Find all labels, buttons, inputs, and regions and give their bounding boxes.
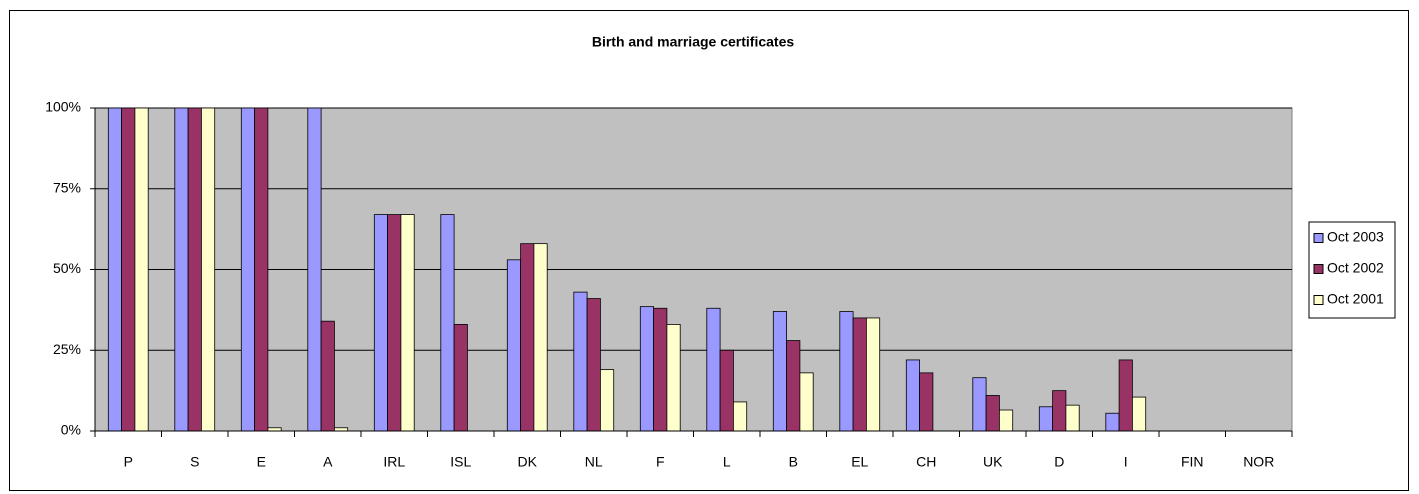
bar <box>134 107 149 432</box>
bar <box>600 369 615 432</box>
legend-swatch <box>1313 295 1324 305</box>
bar <box>639 306 654 432</box>
bar <box>706 307 721 432</box>
x-tick-label: CH <box>916 454 936 470</box>
bar <box>733 401 748 432</box>
bar <box>985 395 1000 432</box>
bar <box>320 320 335 432</box>
bar <box>1065 404 1080 432</box>
x-tick-label: E <box>257 454 266 470</box>
x-tick-label: NOR <box>1243 454 1274 470</box>
x-tick-label: IRL <box>383 454 405 470</box>
bar <box>533 243 548 432</box>
bar <box>772 311 787 432</box>
bar <box>453 324 468 432</box>
bar <box>520 243 535 432</box>
x-tick-label: F <box>656 454 665 470</box>
bar <box>653 307 668 432</box>
bar <box>254 107 269 432</box>
y-tick-label: 100% <box>45 99 81 115</box>
x-tick-label: DK <box>518 454 538 470</box>
bar <box>1132 396 1147 432</box>
x-tick-label: I <box>1124 454 1128 470</box>
x-tick-label: P <box>124 454 133 470</box>
bar <box>307 107 322 432</box>
x-tick-label: EL <box>851 454 868 470</box>
bar <box>919 372 934 432</box>
bar <box>786 340 801 432</box>
x-tick-label: A <box>323 454 333 470</box>
bar <box>839 311 854 432</box>
bar <box>586 298 601 432</box>
bar <box>1038 406 1054 432</box>
bar <box>852 317 867 432</box>
bar <box>400 214 415 432</box>
bar <box>373 214 388 432</box>
bar <box>121 107 136 432</box>
y-tick-label: 0% <box>61 422 81 438</box>
x-tick-label: S <box>190 454 199 470</box>
x-tick-label: UK <box>983 454 1003 470</box>
y-tick-label: 25% <box>53 341 81 357</box>
legend-swatch <box>1313 264 1324 274</box>
bar <box>799 372 814 432</box>
x-tick-label: FIN <box>1181 454 1204 470</box>
bar <box>440 214 455 432</box>
x-tick-label: B <box>789 454 798 470</box>
bar <box>999 409 1014 432</box>
bar <box>187 107 202 432</box>
x-tick-label: D <box>1054 454 1064 470</box>
bar <box>107 107 123 432</box>
bar <box>174 107 189 432</box>
x-tick-label: L <box>723 454 731 470</box>
bar <box>240 107 256 432</box>
x-tick-label: NL <box>585 454 603 470</box>
bar <box>719 349 734 432</box>
bar <box>1118 359 1133 432</box>
bar <box>1052 390 1067 432</box>
bar <box>666 324 681 432</box>
legend-swatch <box>1313 233 1324 243</box>
bar <box>905 359 920 432</box>
x-tick-label: ISL <box>450 454 471 470</box>
bar <box>506 259 521 432</box>
legend-label: Oct 2001 <box>1327 291 1384 307</box>
y-tick-label: 75% <box>53 179 81 195</box>
bar <box>972 377 987 432</box>
bar <box>387 214 402 432</box>
legend-label: Oct 2002 <box>1327 260 1384 276</box>
bar <box>866 317 881 432</box>
y-tick-label: 50% <box>53 260 81 276</box>
bar <box>1105 412 1120 432</box>
bar <box>573 291 588 432</box>
chart-title: Birth and marriage certificates <box>592 34 795 50</box>
bar <box>200 107 216 432</box>
legend-label: Oct 2003 <box>1327 229 1384 245</box>
